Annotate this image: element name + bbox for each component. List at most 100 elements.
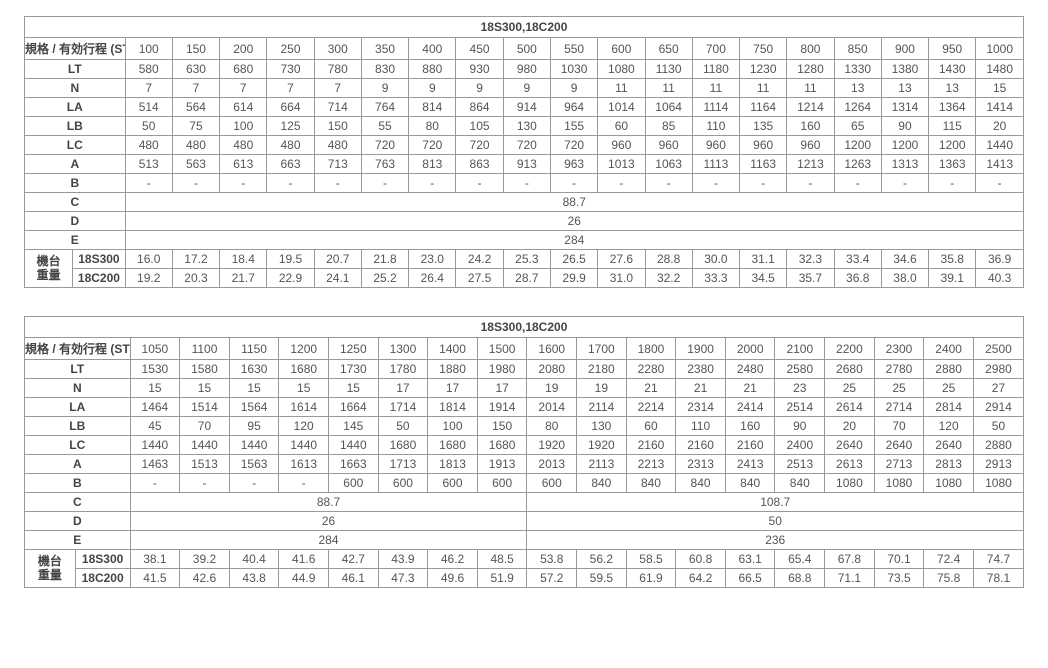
param-value: 1480 bbox=[976, 60, 1024, 79]
param-value: 11 bbox=[598, 79, 645, 98]
param-value: 2380 bbox=[676, 360, 726, 379]
weight-value: 21.8 bbox=[361, 250, 408, 269]
weight-value: 41.5 bbox=[130, 569, 180, 588]
param-value: 960 bbox=[692, 136, 739, 155]
st-value: 900 bbox=[881, 38, 928, 60]
param-value: 1280 bbox=[787, 60, 834, 79]
param-label: A bbox=[25, 155, 126, 174]
param-value: 1414 bbox=[976, 98, 1024, 117]
param-label: LT bbox=[25, 360, 131, 379]
param-value: 65 bbox=[834, 117, 881, 136]
weight-value: 29.9 bbox=[550, 269, 597, 288]
weight-value: 23.0 bbox=[409, 250, 456, 269]
param-value: 763 bbox=[361, 155, 408, 174]
weight-value: 35.7 bbox=[787, 269, 834, 288]
param-dash: - bbox=[279, 474, 329, 493]
param-value: 1913 bbox=[477, 455, 527, 474]
param-value: 2114 bbox=[577, 398, 627, 417]
param-value: 1113 bbox=[692, 155, 739, 174]
param-value: 70 bbox=[180, 417, 230, 436]
weight-value: 22.9 bbox=[267, 269, 314, 288]
param-value: 13 bbox=[881, 79, 928, 98]
param-value: 1614 bbox=[279, 398, 329, 417]
param-value: 1563 bbox=[229, 455, 279, 474]
weight-value: 34.6 bbox=[881, 250, 928, 269]
param-value: 155 bbox=[550, 117, 597, 136]
weight-value: 27.6 bbox=[598, 250, 645, 269]
st-value: 700 bbox=[692, 38, 739, 60]
param-value: 840 bbox=[725, 474, 775, 493]
param-value: 1314 bbox=[881, 98, 928, 117]
param-value: 75 bbox=[172, 117, 219, 136]
param-value: 135 bbox=[740, 117, 787, 136]
st-value: 2300 bbox=[874, 338, 924, 360]
param-value: 563 bbox=[172, 155, 219, 174]
param-dash: - bbox=[976, 174, 1024, 193]
param-value: 15 bbox=[329, 379, 379, 398]
param-label: LC bbox=[25, 136, 126, 155]
weight-value: 25.2 bbox=[361, 269, 408, 288]
param-dash: - bbox=[314, 174, 361, 193]
param-value: 1180 bbox=[692, 60, 739, 79]
param-value: 7 bbox=[172, 79, 219, 98]
st-value: 2500 bbox=[973, 338, 1023, 360]
param-value: 1363 bbox=[929, 155, 976, 174]
param-value: 720 bbox=[361, 136, 408, 155]
param-value: 1080 bbox=[973, 474, 1023, 493]
param-value: 21 bbox=[626, 379, 676, 398]
param-value: 613 bbox=[220, 155, 267, 174]
param-value: 2313 bbox=[676, 455, 726, 474]
param-value: 600 bbox=[428, 474, 478, 493]
st-value: 2100 bbox=[775, 338, 825, 360]
tables-container: 18S300,18C200規格 / 有効行程 (ST)1001502002503… bbox=[24, 16, 1024, 588]
param-value: 2013 bbox=[527, 455, 577, 474]
weight-value: 65.4 bbox=[775, 550, 825, 569]
param-value: 513 bbox=[125, 155, 172, 174]
param-value: 50 bbox=[378, 417, 428, 436]
weight-value: 31.0 bbox=[598, 269, 645, 288]
param-merged: 236 bbox=[527, 531, 1024, 550]
param-value: 2160 bbox=[676, 436, 726, 455]
param-value: 730 bbox=[267, 60, 314, 79]
weight-model-label: 18C200 bbox=[75, 569, 130, 588]
param-value: 105 bbox=[456, 117, 503, 136]
param-value: 1030 bbox=[550, 60, 597, 79]
param-value: 2214 bbox=[626, 398, 676, 417]
param-label: LB bbox=[25, 417, 131, 436]
st-value: 1000 bbox=[976, 38, 1024, 60]
st-value: 1500 bbox=[477, 338, 527, 360]
param-value: 1264 bbox=[834, 98, 881, 117]
param-value: 663 bbox=[267, 155, 314, 174]
param-value: 1164 bbox=[740, 98, 787, 117]
weight-value: 47.3 bbox=[378, 569, 428, 588]
param-dash: - bbox=[409, 174, 456, 193]
param-value: 960 bbox=[598, 136, 645, 155]
param-merged: 284 bbox=[125, 231, 1023, 250]
param-value: 17 bbox=[378, 379, 428, 398]
param-value: 13 bbox=[834, 79, 881, 98]
param-value: 2400 bbox=[775, 436, 825, 455]
weight-value: 64.2 bbox=[676, 569, 726, 588]
param-value: 1440 bbox=[180, 436, 230, 455]
param-value: 1114 bbox=[692, 98, 739, 117]
param-value: 630 bbox=[172, 60, 219, 79]
param-value: 1920 bbox=[577, 436, 627, 455]
param-value: 130 bbox=[577, 417, 627, 436]
weight-value: 56.2 bbox=[577, 550, 627, 569]
param-value: 2680 bbox=[825, 360, 875, 379]
param-value: 1613 bbox=[279, 455, 329, 474]
param-value: 60 bbox=[626, 417, 676, 436]
st-value: 800 bbox=[787, 38, 834, 60]
param-value: 1080 bbox=[874, 474, 924, 493]
weight-value: 16.0 bbox=[125, 250, 172, 269]
param-value: 7 bbox=[220, 79, 267, 98]
weight-value: 42.7 bbox=[329, 550, 379, 569]
param-value: 1440 bbox=[130, 436, 180, 455]
param-value: 1513 bbox=[180, 455, 230, 474]
param-value: 864 bbox=[456, 98, 503, 117]
weight-model-label: 18S300 bbox=[75, 550, 130, 569]
param-value: 480 bbox=[220, 136, 267, 155]
param-value: 840 bbox=[676, 474, 726, 493]
weight-value: 66.5 bbox=[725, 569, 775, 588]
param-value: 160 bbox=[787, 117, 834, 136]
